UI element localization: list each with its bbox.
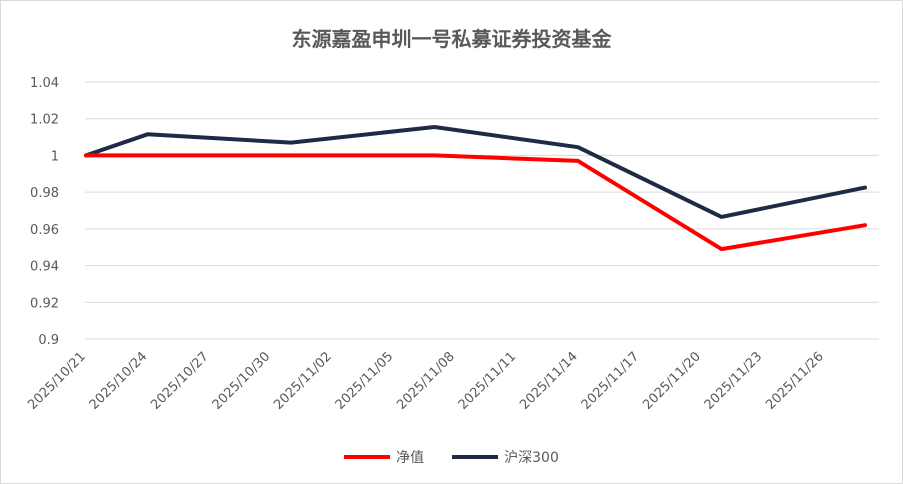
x-tick-label: 2025/10/27 — [148, 349, 212, 413]
legend-swatch-hs300 — [452, 455, 499, 459]
x-tick-label: 2025/11/26 — [763, 349, 827, 413]
legend-item-nav: 净值 — [344, 447, 424, 467]
series-line-hs300 — [84, 125, 867, 219]
x-axis-ticks: 2025/10/212025/10/242025/10/272025/10/30… — [25, 349, 827, 413]
y-tick-label: 0.94 — [30, 260, 59, 275]
series-line-nav — [84, 153, 867, 252]
y-tick-label: 1.04 — [30, 76, 59, 91]
x-tick-label: 2025/10/30 — [210, 349, 274, 413]
legend-label-nav: 净值 — [396, 450, 425, 466]
x-tick-label: 2025/11/02 — [271, 349, 335, 413]
y-tick-label: 0.92 — [30, 296, 59, 311]
x-tick-label: 2025/11/23 — [702, 349, 766, 413]
x-tick-label: 2025/11/14 — [517, 349, 581, 413]
x-tick-label: 2025/11/11 — [456, 349, 520, 413]
legend-swatch-nav — [344, 455, 391, 459]
x-tick-label: 2025/11/08 — [394, 349, 458, 413]
x-tick-label: 2025/10/21 — [25, 349, 89, 413]
x-tick-label: 2025/11/20 — [640, 349, 704, 413]
legend: 净值 沪深300 — [1, 447, 902, 467]
y-axis-ticks: 0.9 0.92 0.94 0.96 0.98 1 1.02 1.04 — [30, 76, 59, 348]
y-tick-label: 1 — [51, 149, 59, 164]
chart-title: 东源嘉盈申圳一号私募证券投资基金 — [291, 27, 612, 51]
x-tick-label: 2025/11/05 — [333, 349, 397, 413]
x-tick-label: 2025/10/24 — [87, 349, 151, 413]
x-tick-label: 2025/11/17 — [579, 349, 643, 413]
y-tick-label: 1.02 — [30, 113, 59, 128]
legend-label-hs300: 沪深300 — [504, 450, 559, 466]
y-tick-label: 0.9 — [38, 333, 59, 348]
y-tick-label: 0.96 — [30, 223, 59, 238]
y-tick-label: 0.98 — [30, 186, 59, 201]
legend-item-hs300: 沪深300 — [452, 447, 559, 467]
series-lines — [84, 125, 867, 252]
